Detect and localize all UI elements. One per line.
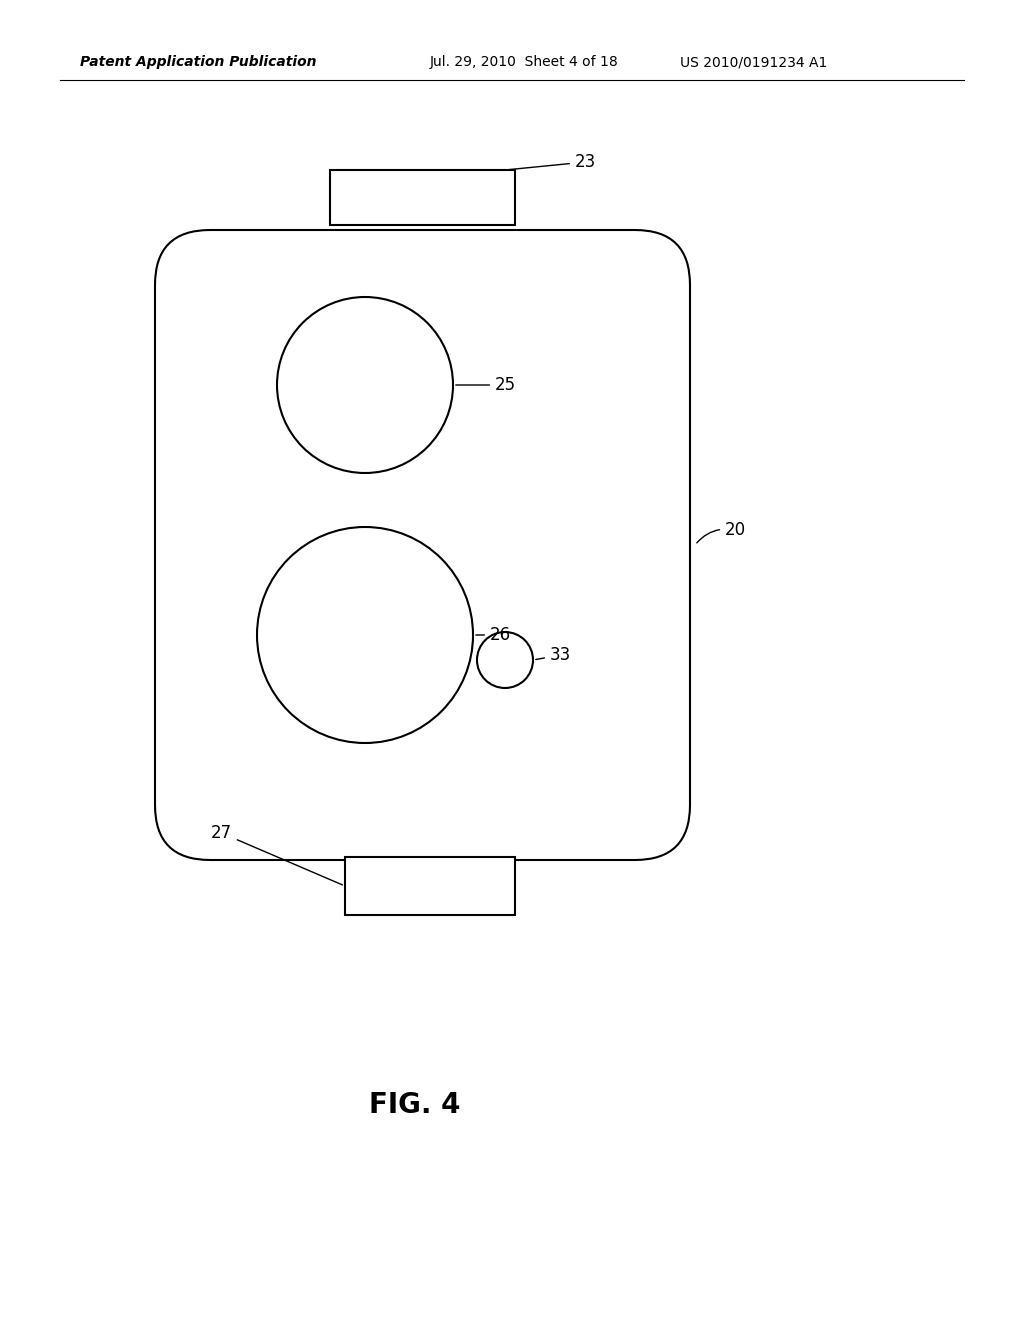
Circle shape — [477, 632, 534, 688]
Text: 20: 20 — [696, 521, 746, 543]
Text: Jul. 29, 2010  Sheet 4 of 18: Jul. 29, 2010 Sheet 4 of 18 — [430, 55, 618, 69]
Bar — [345, 857, 515, 915]
Text: US 2010/0191234 A1: US 2010/0191234 A1 — [680, 55, 827, 69]
Text: FIG. 4: FIG. 4 — [370, 1092, 461, 1119]
Text: 27: 27 — [211, 824, 342, 884]
Text: 26: 26 — [476, 626, 511, 644]
Circle shape — [257, 527, 473, 743]
Bar — [330, 170, 515, 224]
Text: 25: 25 — [456, 376, 516, 393]
FancyBboxPatch shape — [155, 230, 690, 861]
Text: 33: 33 — [536, 645, 571, 664]
Circle shape — [278, 297, 453, 473]
Text: 23: 23 — [508, 153, 596, 172]
Text: Patent Application Publication: Patent Application Publication — [80, 55, 316, 69]
